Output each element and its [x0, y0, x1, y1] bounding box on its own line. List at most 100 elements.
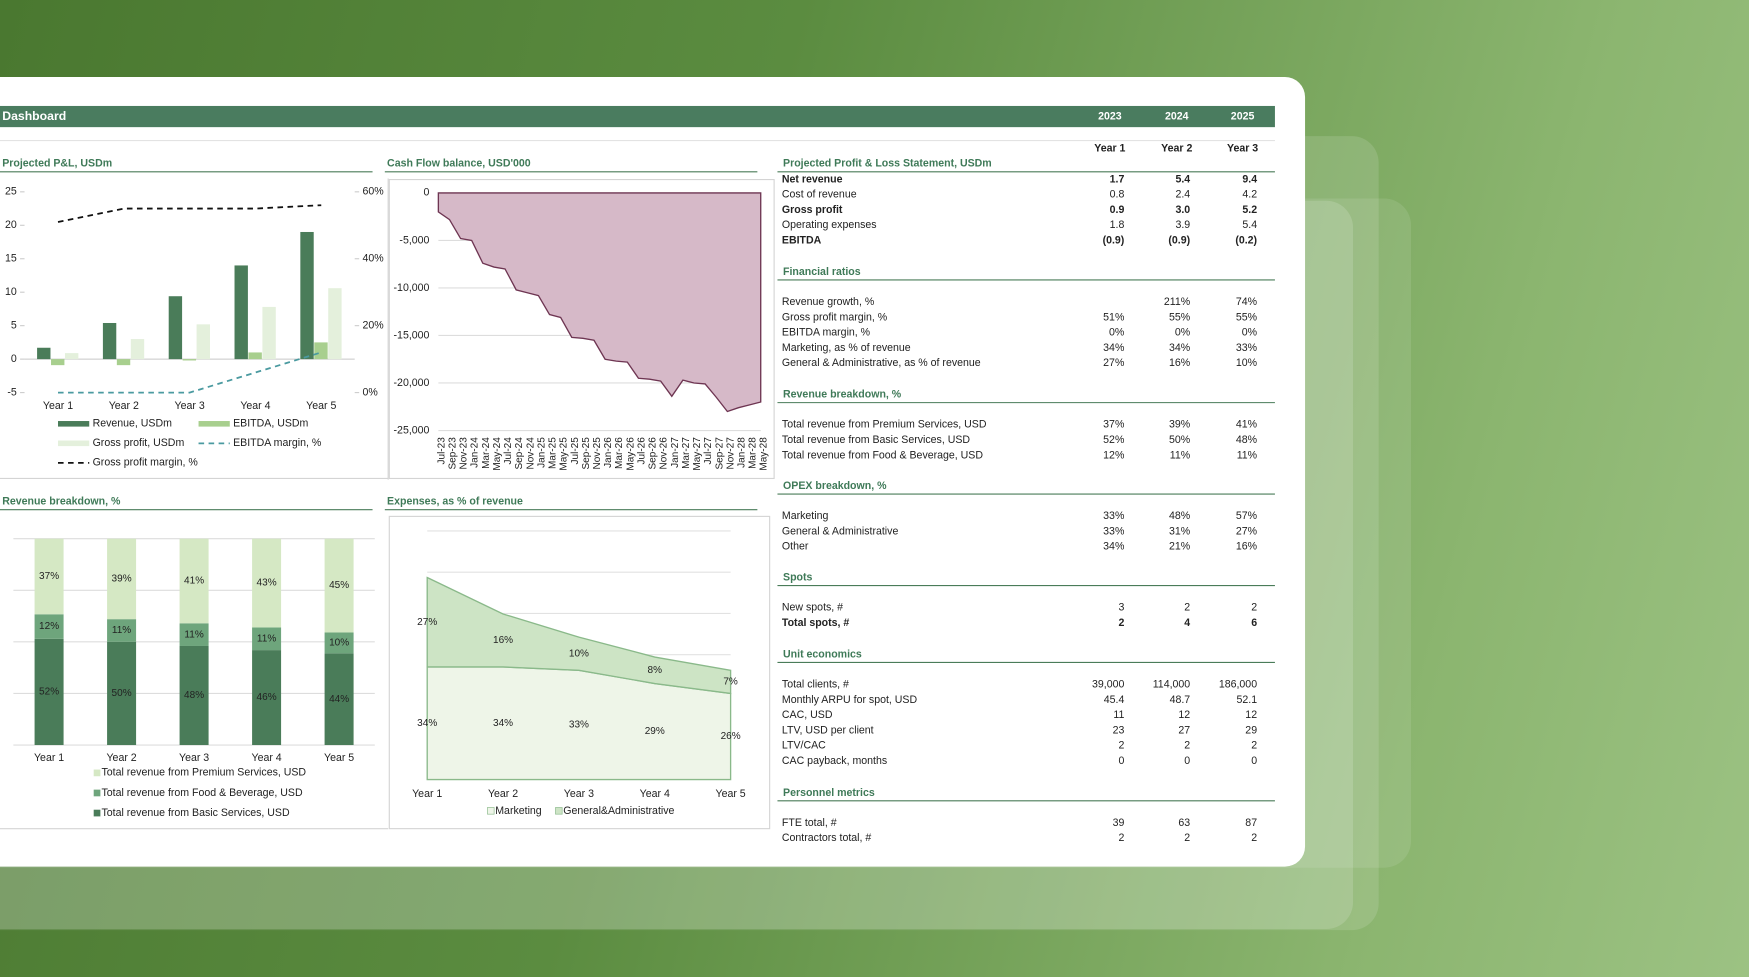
x-tick-label: May-24: [492, 437, 503, 471]
x-tick-label: Year 3: [564, 788, 594, 800]
y-tick-label: 20: [5, 219, 17, 231]
cell: 34%: [1103, 342, 1125, 354]
row-label: Total clients, #: [782, 679, 849, 691]
cell: 55%: [1169, 311, 1191, 323]
data-label: 52%: [39, 687, 59, 698]
column-header: Year 2: [1161, 143, 1192, 155]
data-label: 8%: [648, 665, 663, 676]
cell: 34%: [1169, 342, 1191, 354]
cell: 12: [1178, 709, 1190, 721]
row-label: Contractors total, #: [782, 832, 871, 844]
cell: 63: [1178, 817, 1190, 829]
bar: [37, 347, 51, 360]
x-tick-label: Nov-25: [592, 437, 603, 470]
data-label: 46%: [257, 692, 277, 703]
x-tick-label: Jan-26: [603, 437, 614, 468]
x-tick-label: Year 4: [240, 400, 270, 412]
cell: 33%: [1236, 342, 1258, 354]
cell: 2: [1118, 832, 1124, 844]
data-label: 29%: [645, 726, 665, 737]
legend-swatch: [93, 809, 101, 817]
cell: 57%: [1236, 510, 1258, 522]
x-tick-label: Jul-26: [636, 437, 647, 465]
cell: 33%: [1103, 510, 1125, 522]
y-tick-label: -25,000: [394, 424, 430, 436]
bar: [168, 296, 183, 360]
bar: [116, 359, 131, 366]
y-tick-label: -5: [7, 386, 17, 398]
cell: 29: [1245, 724, 1257, 736]
cell: 55%: [1236, 311, 1258, 323]
cell: 39: [1113, 817, 1125, 829]
bar-segment: [179, 538, 209, 624]
row-label: FTE total, #: [782, 817, 837, 829]
section-title: Financial ratios: [783, 266, 861, 278]
cell: 2: [1251, 832, 1257, 844]
row-label: Total spots, #: [782, 617, 850, 629]
legend-label: General&Administrative: [563, 805, 674, 817]
cell: 10%: [1236, 357, 1258, 369]
cell: 0: [1251, 755, 1257, 767]
bar-segment: [252, 627, 282, 651]
x-tick-label: Mar-28: [748, 437, 759, 469]
cell: 9.4: [1242, 173, 1257, 185]
row-label: EBITDA: [782, 234, 822, 246]
row-label: Other: [782, 541, 809, 553]
cell: 12: [1245, 709, 1257, 721]
x-tick-label: Sep-26: [648, 437, 659, 470]
row-label: Monthly ARPU for spot, USD: [782, 694, 918, 706]
x-tick-label: Year 1: [43, 400, 73, 412]
y2-tick-label: 40%: [363, 253, 385, 265]
legend-label: EBITDA, USDm: [233, 418, 308, 430]
row-label: LTV, USD per client: [782, 724, 874, 736]
x-tick-label: Jul-25: [570, 437, 581, 465]
x-tick-label: Year 3: [179, 752, 209, 764]
x-tick-label: Jul-24: [503, 437, 514, 465]
bar-segment: [324, 632, 354, 654]
cell: 2.4: [1175, 189, 1190, 201]
bar-segment: [252, 650, 282, 746]
cell: 39,000: [1092, 679, 1124, 691]
data-label: 7%: [723, 677, 738, 688]
cell: 114,000: [1153, 679, 1191, 691]
cell: 48%: [1236, 434, 1258, 446]
y-tick-label: 5: [11, 319, 17, 331]
panel-frame: [388, 515, 771, 830]
header-bar: [0, 105, 1275, 128]
cell: 2: [1118, 740, 1124, 752]
cell: 3.9: [1175, 219, 1190, 231]
x-tick-label: Mar-25: [548, 437, 559, 469]
cell: 6: [1251, 617, 1257, 629]
cell: 186,000: [1219, 679, 1257, 691]
x-tick-label: Nov-27: [725, 437, 736, 470]
legend-label: Total revenue from Food & Beverage, USD: [102, 787, 303, 799]
row-label: Gross profit: [782, 204, 843, 216]
x-tick-label: Sep-27: [714, 437, 725, 470]
bar: [234, 265, 248, 360]
x-tick-label: Year 5: [716, 788, 746, 800]
panel-title: Projected P&L, USDm: [2, 158, 112, 170]
cell: 0.9: [1110, 204, 1125, 216]
cell: (0.2): [1235, 234, 1257, 246]
bar: [300, 231, 314, 360]
cell: 4: [1184, 617, 1190, 629]
y2-tick-label: 60%: [363, 186, 385, 198]
cell: 11%: [1170, 449, 1191, 461]
column-header: Year 3: [1227, 143, 1258, 155]
x-tick-label: Year 4: [640, 788, 670, 800]
data-label: 11%: [257, 633, 276, 644]
cell: 27%: [1236, 525, 1258, 537]
y-tick-label: -5,000: [399, 234, 429, 246]
panel-title: Expenses, as % of revenue: [387, 496, 523, 508]
cell: 39%: [1169, 419, 1191, 431]
data-label: 45%: [329, 580, 349, 591]
data-label: 10%: [329, 638, 349, 649]
section-title: Spots: [783, 572, 813, 584]
area: [437, 192, 762, 413]
data-label: 41%: [184, 576, 204, 587]
legend-swatch: [58, 440, 90, 447]
x-tick-label: Year 2: [109, 400, 139, 412]
cell: 52.1: [1236, 694, 1257, 706]
y-tick-label: -15,000: [394, 329, 430, 341]
